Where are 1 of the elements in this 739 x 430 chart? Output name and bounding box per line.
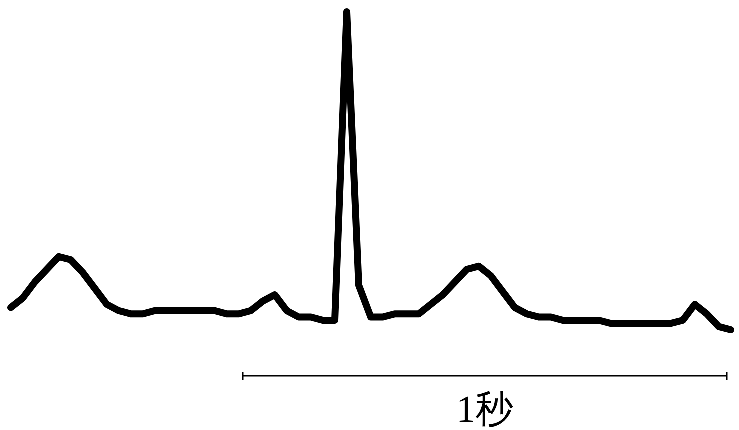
text: 1秒 bbox=[456, 389, 514, 430]
